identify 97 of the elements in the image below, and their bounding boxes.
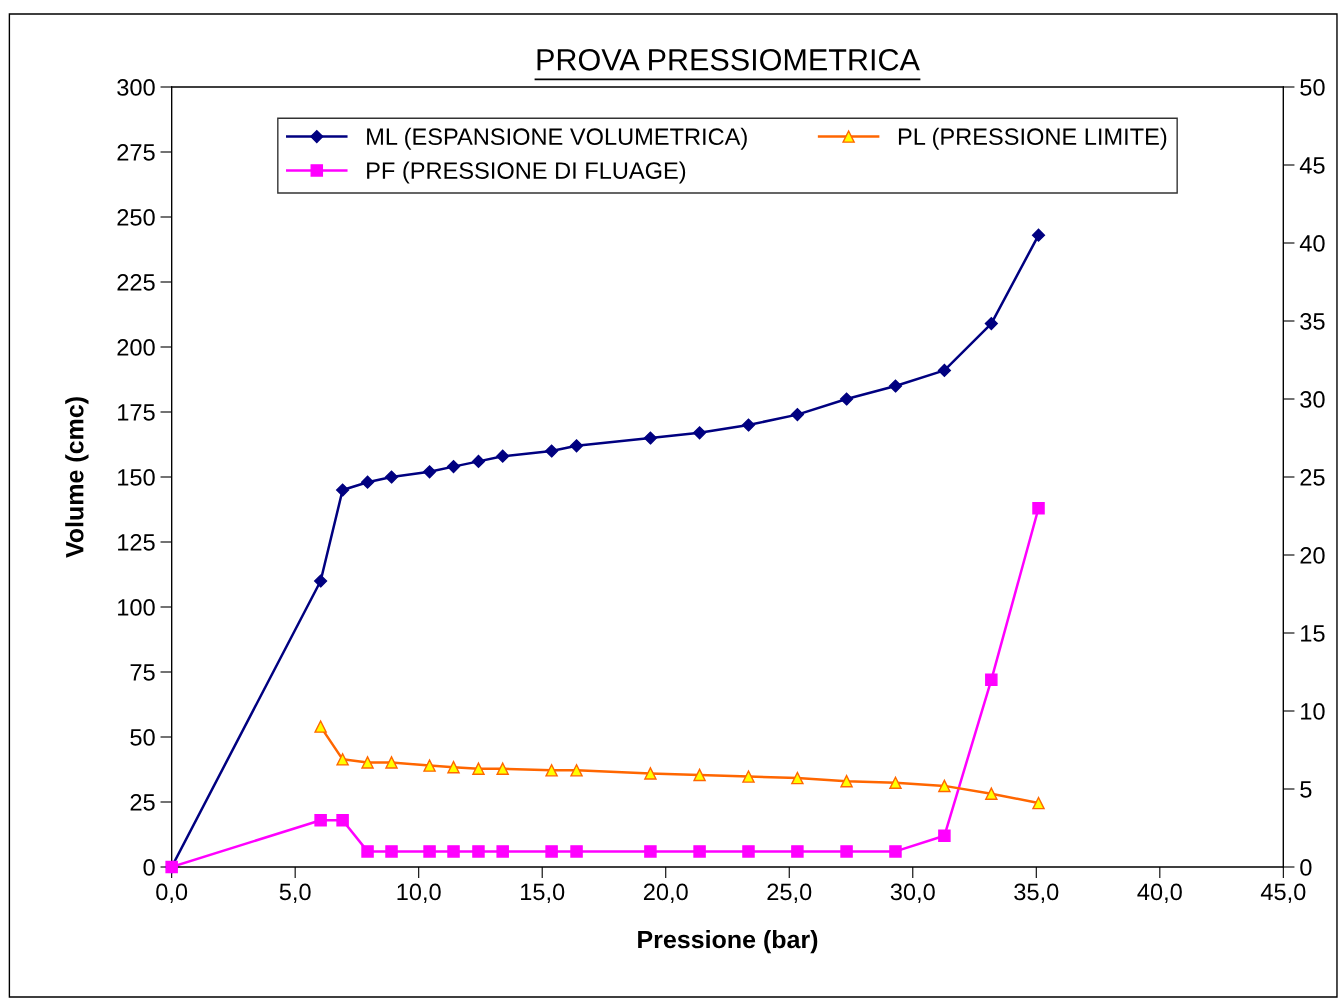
x-axis-title: Pressione (bar) [638,929,818,954]
point [984,317,998,331]
point [1032,501,1045,515]
point [742,845,755,858]
point [446,460,461,474]
y-tick-label: 75 [130,664,155,681]
point [644,845,657,858]
point [361,845,374,858]
point [570,845,583,858]
point [742,770,755,783]
legend-label: PF (PRESSIONE DI FLUAGE) [367,161,686,184]
point [938,779,951,793]
y-tick-label: 175 [118,404,155,421]
point [938,829,951,843]
point [1032,796,1045,810]
y-tick-label: 50 [130,729,155,746]
point [741,418,756,432]
point [422,465,437,479]
point [545,444,559,458]
point [644,767,657,780]
x-tick-label: 35,0 [1014,883,1059,904]
y-tick-label: 100 [118,599,155,616]
point [385,845,398,858]
x-tick-label: 30,0 [890,883,935,904]
point [937,363,951,377]
x-tick-label: 0,0 [156,883,188,904]
x-tick-label: 25,0 [767,883,812,904]
point [336,753,349,766]
y-tick-label: 25 [130,794,155,811]
y2-tick-label: 40 [1299,235,1325,252]
y2-tick-label: 15 [1301,625,1325,642]
point [314,720,327,733]
point [496,762,509,775]
y2-tick-label: 20 [1300,547,1325,564]
point [840,845,853,858]
y-tick-label: 225 [117,274,155,291]
point [693,768,706,782]
y2-tick-label: 5 [1300,781,1312,798]
point [545,845,558,858]
y-axis-title: Volume (cmc) [65,397,89,558]
x-tick-label: 5,0 [279,883,311,904]
point [471,454,486,468]
y2-tick-label: 35 [1300,313,1325,330]
point [693,845,706,858]
x-tick-label: 40,0 [1137,883,1182,904]
x-tick-label: 15,0 [521,883,565,904]
point [692,426,707,440]
y-tick-label: 250 [117,209,155,226]
point [314,813,327,827]
point [423,845,436,858]
point [545,764,558,777]
point [384,470,399,484]
y-tick-label: 275 [117,144,155,161]
point [423,759,436,772]
point [472,762,485,775]
point [570,764,583,777]
point [569,439,584,453]
point [361,756,374,769]
point [889,776,902,790]
point [1031,228,1046,242]
point [447,760,460,774]
y2-tick-label: 0 [1300,859,1312,876]
point [791,845,804,858]
point [888,379,903,393]
x-tick-label: 45,0 [1260,883,1306,904]
y2-tick-label: 45 [1299,157,1325,174]
point [385,756,398,769]
point [447,845,460,858]
y-tick-label: 300 [117,79,155,96]
point [336,483,350,497]
point [985,673,998,687]
point [643,431,658,445]
legend-label: ML (ESPANSIONE VOLUMETRICA) [367,127,747,150]
point [336,813,349,827]
point [360,475,375,489]
y2-tick-label: 50 [1300,79,1325,96]
point [472,845,485,858]
point [314,574,328,588]
x-tick-label: 20,0 [643,883,688,904]
chart-title: PROVA PRESSIOMETRICA [537,49,920,71]
legend-label: PL (PRESSIONE LIMITE) [898,127,1167,150]
point [496,449,510,463]
y-tick-label: 150 [118,469,155,486]
y-tick-label: 0 [143,859,155,876]
y2-tick-label: 10 [1301,703,1325,720]
y2-tick-label: 30 [1300,391,1325,408]
point [839,392,854,406]
point [791,771,804,785]
point [840,774,853,788]
point [985,787,998,800]
point [790,408,804,422]
y-tick-label: 200 [117,339,155,356]
y-tick-label: 125 [118,534,155,551]
point [889,845,902,858]
point [496,845,509,858]
x-tick-label: 10,0 [397,883,441,904]
y2-tick-label: 25 [1300,469,1325,486]
